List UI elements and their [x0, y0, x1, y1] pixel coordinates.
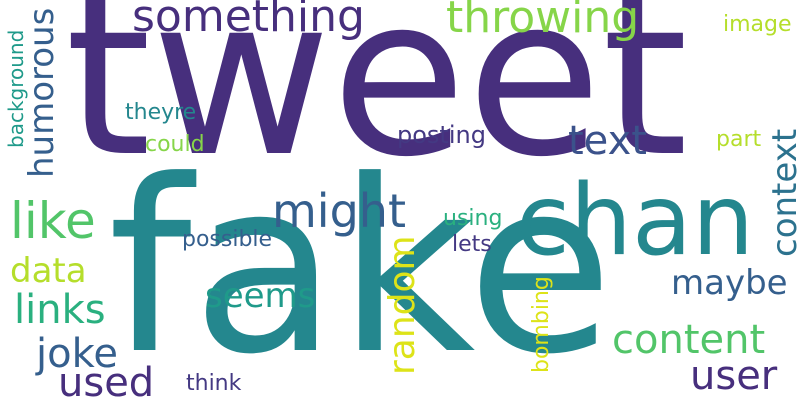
word-possible: possible: [182, 227, 273, 252]
word-background: background: [4, 29, 28, 148]
word-maybe: maybe: [671, 263, 788, 303]
word-used: used: [58, 360, 155, 400]
word-think: think: [186, 371, 242, 396]
word-theyre: theyre: [125, 100, 197, 125]
word-like: like: [10, 192, 96, 250]
word-could: could: [145, 132, 205, 157]
word-posting: posting: [397, 121, 486, 149]
word-text: text: [568, 118, 647, 164]
word-user: user: [690, 353, 778, 399]
word-fake: fake: [108, 130, 614, 400]
word-something: something: [132, 0, 365, 42]
word-seems: seems: [205, 276, 316, 316]
word-bombing: bombing: [529, 276, 554, 373]
word-image: image: [723, 12, 792, 37]
word-content: content: [612, 317, 766, 363]
word-joke: joke: [36, 331, 118, 377]
word-part: part: [716, 127, 762, 152]
word-throwing: throwing: [446, 0, 640, 43]
word-might: might: [272, 184, 406, 238]
word-humorous: humorous: [22, 7, 62, 178]
word-chan: chan: [516, 164, 755, 278]
word-tweet: tweet: [65, 0, 689, 205]
word-using: using: [443, 206, 503, 231]
word-data: data: [10, 251, 87, 291]
word-lets: lets: [452, 232, 492, 257]
word-context: context: [765, 128, 800, 257]
word-links: links: [14, 287, 106, 333]
word-random: random: [382, 235, 423, 375]
